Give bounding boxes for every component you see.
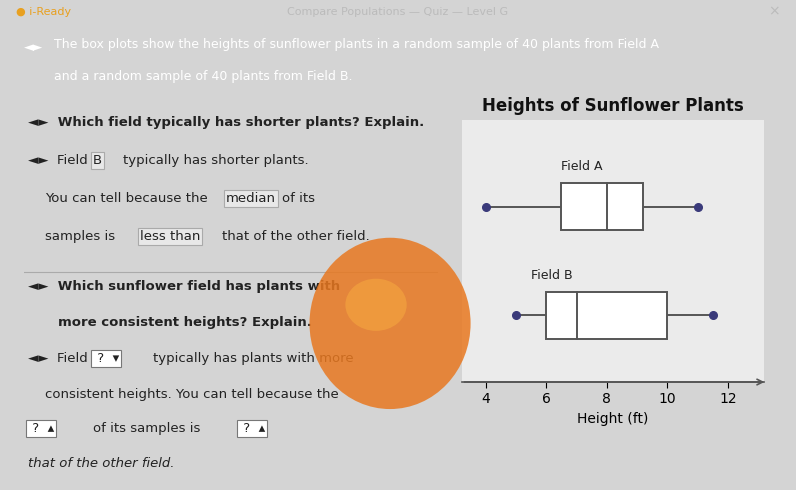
Text: ?  ▾: ? ▾ <box>92 352 119 365</box>
Text: typically has plants with more: typically has plants with more <box>153 352 353 365</box>
X-axis label: Height (ft): Height (ft) <box>577 412 649 426</box>
Text: samples is: samples is <box>45 230 115 243</box>
Text: that of the other field.: that of the other field. <box>28 457 174 469</box>
Text: ?  ▴: ? ▴ <box>28 422 54 435</box>
Ellipse shape <box>345 279 407 331</box>
Bar <box>546 292 667 339</box>
Text: ?  ▴: ? ▴ <box>239 422 265 435</box>
Text: typically has shorter plants.: typically has shorter plants. <box>123 154 308 167</box>
Text: that of the other field.: that of the other field. <box>221 230 369 243</box>
Text: of its samples is: of its samples is <box>92 422 200 435</box>
Text: ● i-Ready: ● i-Ready <box>16 7 71 17</box>
Text: You can tell because the: You can tell because the <box>45 192 208 205</box>
Text: consistent heights. You can tell because the: consistent heights. You can tell because… <box>45 388 339 401</box>
Text: of its: of its <box>282 192 314 205</box>
Text: The box plots show the heights of sunflower plants in a random sample of 40 plan: The box plots show the heights of sunflo… <box>54 38 659 51</box>
Text: more consistent heights? Explain.: more consistent heights? Explain. <box>58 316 312 329</box>
Text: ◄►  Which sunflower field has plants with: ◄► Which sunflower field has plants with <box>28 279 341 293</box>
Text: ◄►  Field: ◄► Field <box>28 352 88 365</box>
Text: Field A: Field A <box>561 160 603 173</box>
Text: ◄►  Which field typically has shorter plants? Explain.: ◄► Which field typically has shorter pla… <box>28 116 424 129</box>
Text: B: B <box>92 154 102 167</box>
Text: ×: × <box>768 5 780 19</box>
Text: less than: less than <box>140 230 201 243</box>
Title: Heights of Sunflower Plants: Heights of Sunflower Plants <box>482 98 743 116</box>
Text: Field B: Field B <box>531 269 573 282</box>
Bar <box>561 183 643 230</box>
Text: median: median <box>226 192 276 205</box>
Text: ◄►: ◄► <box>24 41 43 54</box>
Text: Compare Populations — Quiz — Level G: Compare Populations — Quiz — Level G <box>287 7 509 17</box>
Text: ◄►  Field: ◄► Field <box>28 154 88 167</box>
Circle shape <box>310 238 470 409</box>
Text: and a random sample of 40 plants from Field B.: and a random sample of 40 plants from Fi… <box>54 71 353 83</box>
